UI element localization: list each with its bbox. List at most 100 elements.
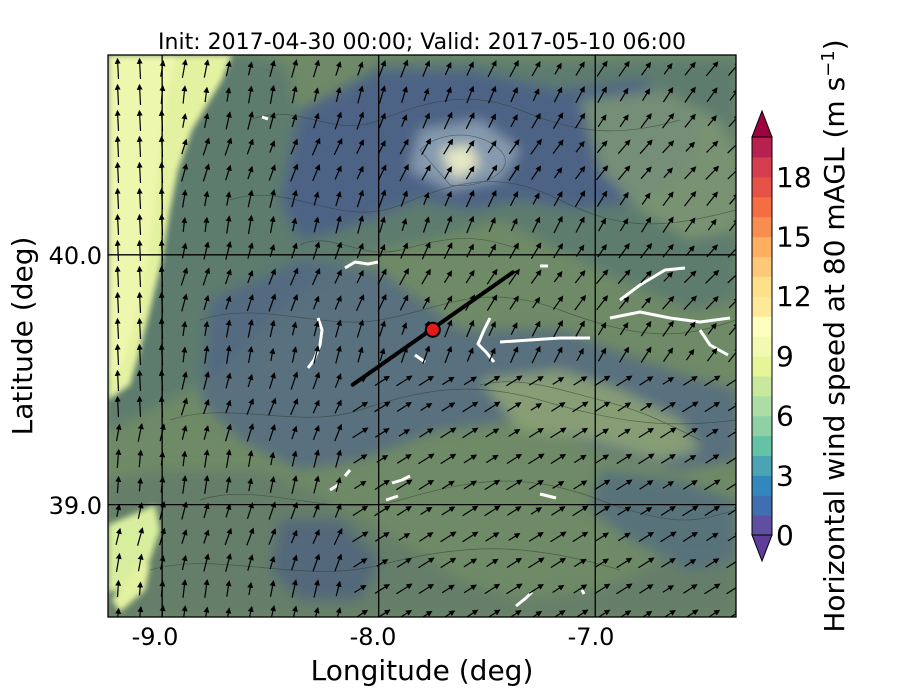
wind-vector-arrow (619, 114, 629, 128)
wind-vector-arrow (225, 241, 232, 260)
wind-vector-arrow (726, 583, 736, 595)
wind-vector-arrow (114, 187, 121, 210)
wind-vector-arrow (396, 401, 412, 412)
colorbar-level (752, 216, 772, 238)
wind-vector-arrow (291, 85, 298, 104)
wind-vector-arrow (531, 112, 541, 129)
wind-vector-arrow (485, 428, 500, 438)
wind-vector-arrow (597, 114, 607, 128)
wind-vector-arrow (137, 502, 144, 519)
wind-vector-arrow (335, 61, 342, 76)
wind-vector-arrow (729, 192, 736, 205)
wind-vector-arrow (291, 189, 298, 208)
wind-vector-arrow (440, 427, 457, 439)
wind-vector-arrow (181, 346, 188, 363)
wind-vector-arrow (573, 558, 587, 568)
wind-vector-arrow (726, 375, 736, 387)
colorbar-tick-labels: 0 3 6 9 12 15 18 (776, 161, 812, 552)
wind-vector-arrow (707, 218, 717, 231)
wind-vector-arrow (114, 161, 121, 184)
wind-vector-arrow (335, 607, 342, 617)
colorbar-tick-label: 0 (776, 519, 794, 552)
wind-vector-arrow (508, 428, 521, 437)
wind-vector-arrow (441, 402, 456, 412)
wind-vector-arrow (638, 427, 655, 439)
wind-vector-arrow (379, 347, 386, 362)
wind-vector-arrow (378, 320, 386, 337)
wind-vector-arrow (225, 503, 232, 518)
wind-vector-arrow (422, 296, 430, 309)
wind-vector-arrow (506, 453, 523, 465)
wind-vector-arrow (247, 373, 254, 388)
wind-vector-arrow (727, 428, 736, 438)
y-tick-labels: 40.0 39.0 (49, 242, 102, 520)
wind-vector-arrow (203, 553, 210, 572)
wind-vector-arrow (421, 241, 431, 260)
wind-vector-arrow (706, 191, 719, 206)
wind-vector-arrow (707, 115, 717, 127)
wind-vector-arrow (268, 528, 277, 545)
wind-vector-arrow (488, 347, 496, 362)
wind-vector-arrow (401, 322, 408, 335)
wind-vector-arrow (682, 480, 698, 490)
wind-vector-arrow (683, 584, 698, 594)
wind-vector-arrow (595, 269, 609, 285)
wind-vector-arrow (181, 554, 188, 571)
wind-vector-arrow (616, 479, 633, 491)
wind-vector-arrow (531, 61, 541, 77)
wind-vector-arrow (311, 268, 321, 286)
wind-vector-arrow (334, 399, 342, 414)
wind-vector-arrow (246, 502, 254, 519)
wind-vector-arrow (551, 402, 566, 412)
wind-vector-arrow (334, 423, 343, 442)
wind-vector-arrow (532, 192, 540, 205)
wind-vector-arrow (465, 112, 475, 130)
wind-vector-arrow (727, 506, 736, 516)
wind-vector-arrow (334, 553, 343, 572)
wind-vector-arrow (596, 165, 609, 181)
wind-vector-arrow (684, 558, 697, 567)
wind-vector-arrow (137, 606, 144, 617)
wind-vector-arrow (136, 265, 143, 288)
colorbar-tick-label: 18 (776, 161, 812, 194)
wind-vector-arrow (444, 61, 452, 76)
wind-vector-arrow (203, 371, 210, 390)
colorbar-level (752, 176, 772, 198)
wind-vector-arrow (422, 216, 430, 233)
wind-vector-arrow (225, 423, 232, 442)
wind-vector-arrow (531, 216, 541, 233)
wind-vector-arrow (685, 141, 696, 152)
wind-vector-arrow (115, 475, 122, 494)
wind-vector-arrow (662, 191, 674, 207)
wind-vector-arrow (660, 531, 677, 543)
map-frame (107, 54, 737, 618)
wind-vector-arrow (528, 453, 545, 465)
wind-vector-arrow (312, 503, 320, 518)
wind-vector-arrow (443, 111, 453, 130)
wind-vector-arrow (443, 610, 456, 617)
wind-vector-arrow (181, 605, 188, 617)
wind-vector-arrow (421, 268, 431, 285)
wind-vector-arrow (706, 532, 719, 542)
wind-vector-arrow (137, 423, 144, 442)
wind-vector-arrow (465, 165, 475, 180)
wind-vector-arrow (530, 403, 543, 411)
wind-vector-arrow (465, 140, 475, 154)
wind-vector-arrow (289, 267, 299, 286)
wind-vector-arrow (269, 59, 276, 78)
wind-vector-arrow (401, 86, 408, 103)
wind-vector-arrow (114, 395, 121, 418)
wind-vector-arrow (418, 375, 435, 387)
wind-vector-arrow (506, 375, 523, 387)
wind-vector-arrow (707, 609, 721, 617)
wind-vector-arrow (684, 217, 696, 233)
y-tick-label: 39.0 (49, 492, 102, 520)
wind-vector-arrow (444, 215, 453, 234)
wind-vector-arrow (706, 347, 718, 362)
wind-vector-arrow (729, 88, 736, 101)
colorbar-label-text: Horizontal wind speed at 80 mAGL (m s (818, 77, 851, 633)
wind-vector-arrow (269, 476, 276, 493)
wind-vector-arrow (333, 528, 343, 546)
wind-vector-arrow (137, 449, 144, 468)
wind-vector-arrow (136, 83, 143, 106)
